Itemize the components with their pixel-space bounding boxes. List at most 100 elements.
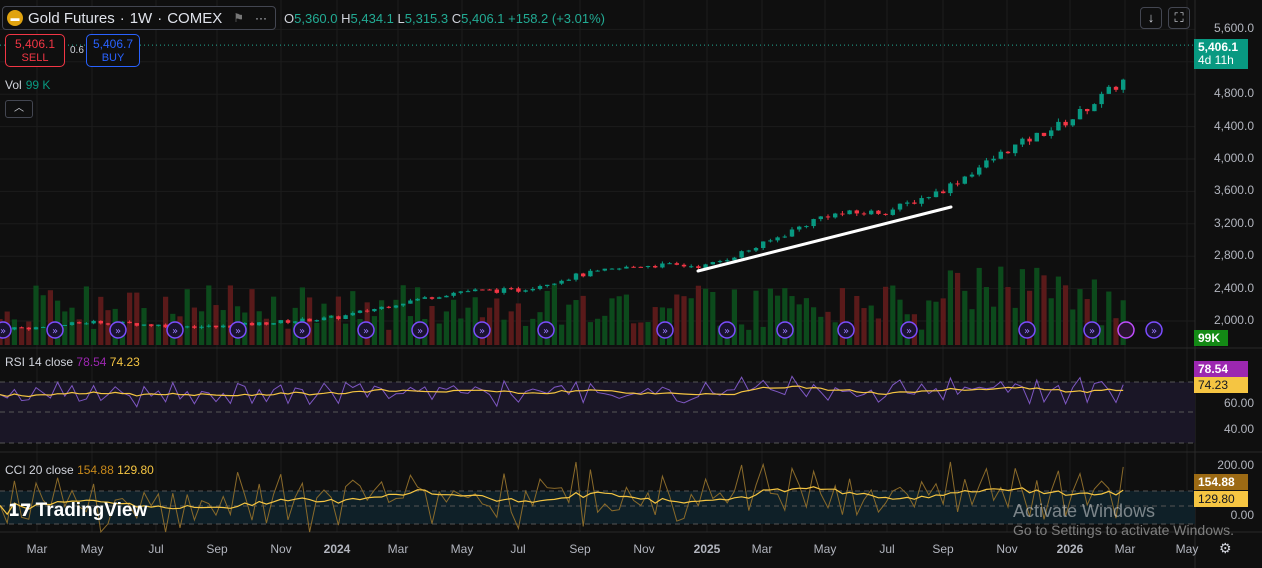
price-tick: 3,600.0	[1213, 183, 1254, 198]
dividend-event-icon[interactable]	[357, 321, 375, 339]
event-icon	[1117, 321, 1135, 339]
volume-bar	[703, 288, 709, 345]
dividend-event-icon[interactable]	[718, 321, 736, 339]
flag-icon[interactable]: ⚑	[233, 11, 244, 25]
candle	[609, 268, 615, 270]
volume-bar	[227, 285, 233, 345]
time-tick: Sep	[932, 542, 954, 556]
volume-bar	[1084, 299, 1090, 345]
event-glyph: »	[0, 326, 6, 337]
dividend-event-icon[interactable]	[1018, 321, 1036, 339]
price-tick: 4,800.0	[1213, 86, 1254, 101]
buy-button[interactable]: 5,406.7 BUY	[86, 34, 140, 67]
volume-bar	[508, 311, 514, 345]
volume-bar	[530, 318, 536, 345]
volume-bar	[789, 296, 795, 345]
volume-bar	[1005, 287, 1011, 345]
candle	[962, 176, 967, 184]
volume-bar	[465, 307, 471, 345]
time-tick: Mar	[751, 542, 773, 556]
event-glyph: »	[299, 326, 305, 337]
price-tick: 2,000.0	[1213, 313, 1254, 327]
volume-bar	[263, 318, 269, 345]
trend-line	[696, 205, 953, 273]
sell-button[interactable]: 5,406.1 SELL	[5, 34, 65, 67]
candle	[206, 325, 211, 327]
time-tick: Nov	[633, 542, 655, 556]
more-icon[interactable]: ···	[255, 11, 267, 25]
tradingview-logo[interactable]: 𝟭𝟳 TradingView	[8, 500, 148, 521]
volume-bar	[429, 306, 435, 345]
volume-bar	[501, 319, 507, 345]
symbol-name: Gold Futures	[28, 9, 115, 27]
candle	[249, 322, 255, 326]
dividend-event-icon[interactable]	[776, 321, 794, 339]
event-glyph: »	[662, 326, 668, 337]
settings-icon[interactable]: ⚙	[1219, 540, 1232, 556]
time-tick: Nov	[270, 542, 292, 556]
ohlc-readout: O5,360.0 H5,434.1 L5,315.3 C5,406.1 +158…	[284, 10, 605, 26]
dividend-event-icon[interactable]	[109, 321, 127, 339]
candle	[523, 290, 528, 292]
collapse-legend-button[interactable]: ︿	[5, 100, 33, 118]
dividend-event-icon[interactable]	[411, 321, 429, 339]
volume-bar	[1048, 298, 1054, 345]
event-glyph: »	[52, 326, 58, 337]
volume-bar	[825, 311, 831, 345]
candle	[329, 316, 334, 318]
symbol-button[interactable]: ▬ Gold Futures · 1W · COMEX ⚑ ···	[2, 6, 276, 30]
dividend-event-icon[interactable]	[0, 321, 12, 339]
candle	[199, 326, 204, 328]
dividend-event-icon[interactable]	[537, 321, 555, 339]
candle	[840, 213, 845, 215]
candle	[372, 308, 377, 312]
volume-bar	[299, 287, 305, 345]
fullscreen-button[interactable]: ⛶	[1168, 7, 1190, 29]
candle	[69, 322, 75, 326]
dividend-event-icon[interactable]	[229, 321, 247, 339]
dividend-event-icon[interactable]	[293, 321, 311, 339]
candle	[26, 327, 31, 330]
candle	[271, 323, 276, 325]
volume-bar	[875, 318, 881, 345]
candle	[854, 210, 859, 214]
candle	[732, 257, 737, 261]
candle	[789, 229, 795, 237]
dividend-event-icon[interactable]	[1083, 321, 1101, 339]
dividend-event-icon[interactable]	[656, 321, 674, 339]
event-glyph: »	[724, 326, 730, 337]
volume-bar	[271, 296, 277, 345]
dividend-event-icon[interactable]	[1145, 321, 1163, 339]
dividend-event-icon[interactable]	[473, 321, 491, 339]
candle	[1049, 130, 1054, 136]
volume-bar	[127, 292, 133, 345]
scroll-down-button[interactable]: ↓	[1140, 7, 1162, 29]
dividend-event-icon[interactable]	[166, 321, 184, 339]
candle	[883, 213, 888, 215]
candle	[278, 320, 283, 324]
volume-bar	[602, 315, 608, 345]
time-tick: Jul	[148, 542, 164, 556]
time-tick: Jul	[879, 542, 895, 556]
dividend-event-icon[interactable]	[900, 321, 918, 339]
candle	[458, 291, 463, 293]
event-glyph: »	[906, 326, 912, 337]
candle	[1027, 138, 1032, 142]
dividend-event-icon[interactable]	[837, 321, 855, 339]
candle	[905, 202, 910, 204]
price-tick: 4,400.0	[1213, 118, 1254, 133]
candle	[1092, 104, 1097, 112]
volume-bar	[868, 305, 874, 345]
candle	[1005, 151, 1011, 154]
dividend-event-icon[interactable]	[46, 321, 64, 339]
volume-bar	[897, 299, 903, 345]
candle	[717, 261, 723, 263]
volume-bar	[955, 272, 961, 345]
volume-bar	[523, 325, 529, 345]
candle	[357, 310, 363, 313]
volume-bar	[436, 323, 442, 345]
candle	[696, 266, 701, 269]
time-tick: May	[80, 542, 104, 556]
volume-bar	[1027, 290, 1033, 345]
